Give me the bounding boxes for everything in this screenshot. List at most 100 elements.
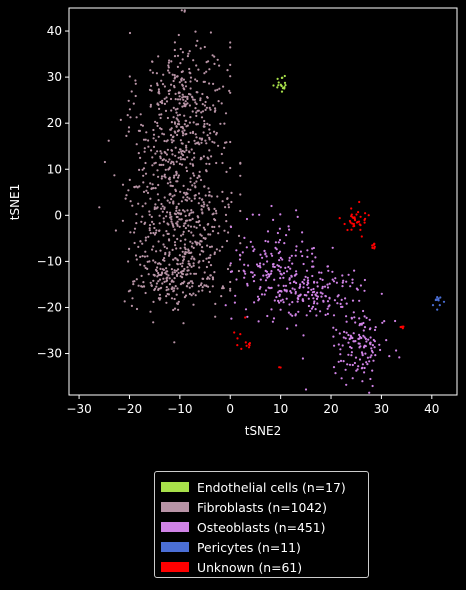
scatter-point — [174, 244, 177, 247]
scatter-point — [178, 209, 181, 212]
scatter-point — [191, 130, 195, 133]
scatter-point — [127, 99, 130, 102]
scatter-point — [174, 122, 177, 125]
scatter-point — [160, 163, 163, 166]
plot-background — [69, 8, 457, 395]
scatter-point — [207, 233, 210, 236]
scatter-point — [348, 363, 352, 366]
scatter-point — [221, 200, 224, 203]
scatter-point — [144, 161, 147, 165]
scatter-point — [378, 343, 381, 346]
scatter-point — [170, 184, 173, 187]
scatter-point — [296, 300, 299, 303]
scatter-point — [212, 82, 215, 85]
scatter-point — [328, 297, 331, 300]
scatter-point — [370, 347, 373, 350]
legend-swatch-osteoblasts — [161, 522, 189, 532]
scatter-point — [182, 87, 185, 90]
scatter-point — [172, 135, 175, 138]
scatter-point — [175, 247, 178, 250]
scatter-point — [123, 300, 126, 303]
scatter-point — [153, 207, 156, 211]
scatter-point — [356, 288, 359, 291]
scatter-point — [326, 307, 329, 310]
scatter-point — [225, 220, 228, 223]
scatter-point — [228, 89, 231, 92]
scatter-point — [190, 251, 193, 254]
scatter-point — [362, 309, 365, 313]
scatter-point — [146, 255, 149, 258]
scatter-point — [217, 144, 220, 147]
scatter-point — [174, 188, 177, 191]
scatter-point — [336, 295, 339, 298]
scatter-point — [253, 248, 256, 251]
scatter-point — [289, 313, 292, 316]
scatter-point — [175, 125, 178, 128]
scatter-point — [156, 169, 159, 172]
scatter-point — [200, 282, 203, 285]
scatter-point — [149, 281, 152, 284]
scatter-point — [187, 140, 190, 144]
scatter-point — [293, 288, 296, 291]
scatter-point — [193, 152, 196, 155]
scatter-point — [209, 264, 213, 267]
scatter-point — [257, 320, 260, 323]
scatter-point — [200, 157, 203, 160]
scatter-point — [242, 269, 245, 272]
scatter-point — [207, 222, 210, 226]
scatter-point — [216, 58, 219, 61]
scatter-point — [221, 190, 224, 193]
scatter-point — [134, 79, 137, 82]
scatter-point — [178, 212, 181, 215]
scatter-point — [346, 363, 349, 366]
scatter-point — [238, 253, 242, 256]
scatter-point — [181, 276, 184, 279]
scatter-point — [222, 85, 225, 88]
scatter-point — [272, 84, 275, 87]
scatter-point — [162, 217, 165, 220]
scatter-point — [165, 100, 169, 103]
scatter-point — [191, 217, 194, 220]
scatter-point — [305, 294, 308, 297]
scatter-point — [313, 300, 316, 303]
scatter-point — [203, 80, 206, 83]
scatter-point — [193, 182, 196, 185]
scatter-point — [206, 244, 209, 247]
scatter-point — [179, 98, 182, 101]
scatter-point — [311, 247, 314, 250]
scatter-point — [209, 274, 212, 277]
scatter-point — [305, 269, 309, 272]
scatter-point — [279, 308, 282, 311]
scatter-point — [142, 138, 146, 141]
scatter-point — [160, 175, 164, 178]
scatter-point — [167, 61, 170, 64]
scatter-point — [347, 341, 350, 344]
scatter-point — [332, 280, 336, 283]
scatter-point — [261, 256, 264, 259]
scatter-point — [268, 287, 272, 290]
scatter-point — [135, 213, 138, 216]
scatter-point — [182, 196, 185, 199]
scatter-point — [195, 44, 198, 47]
scatter-point — [315, 314, 318, 317]
scatter-point — [209, 108, 212, 111]
scatter-point — [178, 162, 181, 165]
scatter-point — [211, 225, 214, 228]
scatter-point — [192, 292, 195, 295]
scatter-point — [268, 275, 271, 278]
scatter-point — [190, 95, 194, 98]
scatter-point — [178, 218, 181, 221]
scatter-point — [172, 225, 175, 228]
scatter-point — [174, 131, 177, 134]
scatter-point — [283, 81, 287, 84]
scatter-point — [374, 326, 377, 329]
scatter-point — [202, 201, 205, 204]
scatter-point — [371, 384, 374, 388]
scatter-point — [181, 291, 185, 294]
scatter-point — [287, 265, 290, 269]
scatter-point — [135, 222, 138, 225]
scatter-point — [327, 269, 330, 272]
scatter-point — [283, 74, 286, 78]
scatter-point — [355, 369, 358, 372]
scatter-point — [167, 274, 170, 277]
